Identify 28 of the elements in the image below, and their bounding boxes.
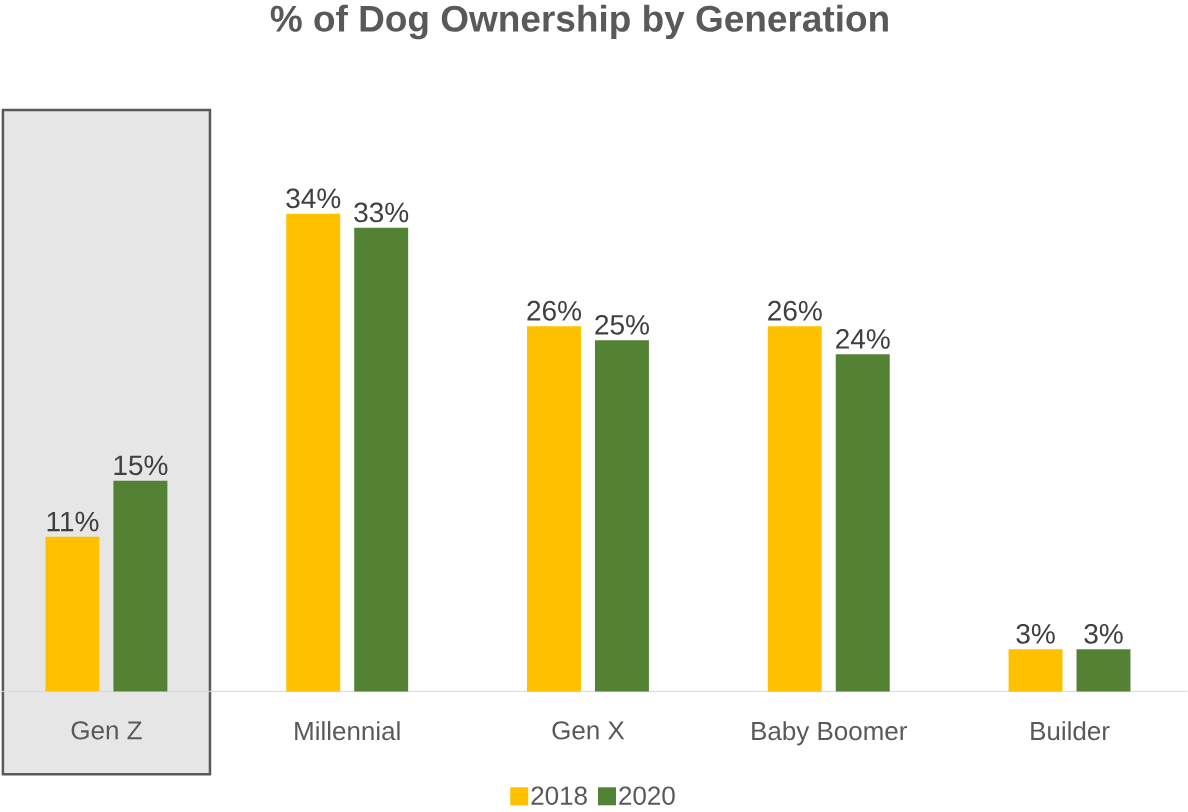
bar (1076, 649, 1131, 692)
x-tick-label: Gen X (552, 721, 625, 740)
x-tick-label: Builder (1031, 721, 1110, 741)
legend-label: 2018 (531, 786, 587, 805)
data-label: 26% (768, 300, 822, 321)
x-tick-label: Millennial (295, 721, 400, 741)
bar (835, 354, 890, 692)
data-label: 15% (114, 455, 168, 476)
data-label: 3% (1084, 623, 1123, 644)
bar (113, 480, 168, 692)
x-tick-label: Baby Boomer (752, 721, 907, 746)
data-label: 25% (595, 314, 649, 335)
bar (594, 340, 649, 692)
data-label: 34% (286, 188, 341, 209)
data-label: 3% (1016, 623, 1055, 644)
data-label: 33% (354, 202, 409, 223)
data-label: 24% (836, 328, 890, 349)
legend-label: 2020 (619, 786, 675, 805)
bar (286, 213, 341, 692)
data-label: 26% (527, 300, 582, 321)
bar (527, 326, 581, 692)
x-tick-label: Gen Z (71, 721, 142, 740)
chart-title: % of Dog Ownership by Generation (270, 4, 888, 40)
bar (767, 326, 822, 692)
data-label: 11% (47, 511, 99, 532)
bar (1008, 649, 1063, 692)
bar (354, 227, 409, 692)
bar (45, 536, 100, 692)
